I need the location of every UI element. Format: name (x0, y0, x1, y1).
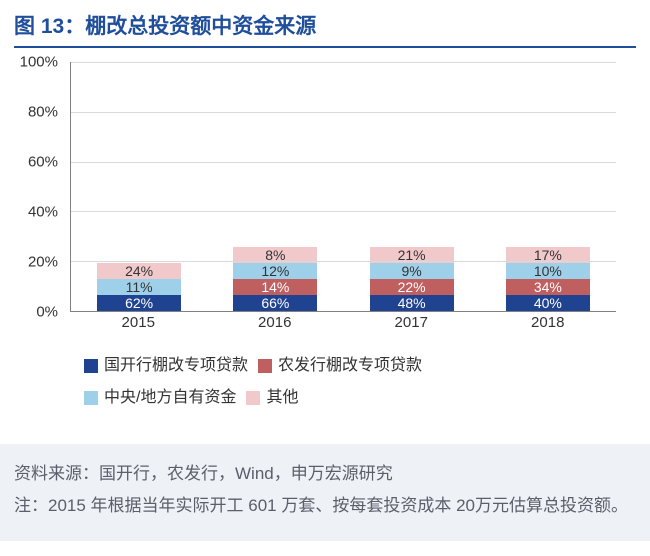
x-tick-label: 2015 (78, 314, 198, 336)
title-row: 图 13：棚改总投资额中资金来源 (14, 10, 636, 48)
y-tick-label: 60% (28, 154, 58, 171)
segment-value-label: 12% (261, 263, 289, 279)
segment-value-label: 66% (261, 295, 289, 311)
legend-item: 其他 (246, 382, 298, 414)
legend-item: 中央/地方自有资金 (84, 382, 236, 414)
segment-value-label: 48% (398, 295, 426, 311)
bar-segment: 22% (370, 279, 454, 295)
legend-item: 国开行棚改专项贷款 (84, 350, 248, 382)
segment-value-label: 62% (125, 295, 153, 311)
segment-value-label: 24% (125, 263, 153, 279)
figure-title: 图 13：棚改总投资额中资金来源 (14, 10, 636, 40)
segment-value-label: 34% (534, 279, 562, 295)
bar-segment: 24% (97, 263, 181, 279)
y-tick-label: 80% (28, 104, 58, 121)
grid-line (71, 211, 616, 212)
y-axis: 0%20%40%60%80%100% (14, 62, 64, 312)
segment-value-label: 14% (261, 279, 289, 295)
grid-line (71, 112, 616, 113)
bar-column: 66%14%12%8% (215, 62, 335, 311)
plot-area: 62%2%11%24%66%14%12%8%48%22%9%21%40%34%1… (70, 62, 616, 312)
legend-swatch (246, 391, 260, 405)
grid-line (71, 261, 616, 262)
segment-value-label: 22% (398, 279, 426, 295)
legend-label: 中央/地方自有资金 (104, 382, 236, 414)
figure-container: 图 13：棚改总投资额中资金来源 0%20%40%60%80%100% 62%2… (0, 0, 650, 424)
segment-value-label: 11% (126, 279, 153, 295)
grid-line (71, 162, 616, 163)
bar-segment: 9% (370, 263, 454, 279)
legend-item: 农发行棚改专项贷款 (258, 350, 422, 382)
bar-segment: 48% (370, 295, 454, 311)
legend-swatch (258, 359, 272, 373)
chart-area: 0%20%40%60%80%100% 62%2%11%24%66%14%12%8… (70, 62, 616, 332)
legend: 国开行棚改专项贷款农发行棚改专项贷款中央/地方自有资金其他 (84, 350, 616, 414)
y-tick-label: 0% (36, 304, 58, 321)
segment-value-label: 40% (534, 295, 562, 311)
x-tick-label: 2018 (488, 314, 608, 336)
legend-swatch (84, 359, 98, 373)
bar-segment: 14% (233, 279, 317, 295)
bar-column: 48%22%9%21% (352, 62, 472, 311)
bar-column: 40%34%10%17% (488, 62, 608, 311)
segment-value-label: 9% (402, 263, 422, 279)
source-line: 资料来源：国开行，农发行，Wind，申万宏源研究 (14, 458, 636, 490)
y-tick-label: 100% (20, 54, 58, 71)
x-axis-labels: 2015 2016 2017 2018 (70, 314, 616, 336)
bar-segment: 12% (233, 263, 317, 279)
legend-label: 国开行棚改专项贷款 (104, 350, 248, 382)
bar-segment: 34% (506, 279, 590, 295)
legend-label: 其他 (266, 382, 298, 414)
stacked-bar: 62%2%11%24% (97, 263, 181, 311)
stacked-bar: 40%34%10%17% (506, 247, 590, 311)
legend-label: 农发行棚改专项贷款 (278, 350, 422, 382)
bar-segment: 11% (97, 279, 181, 295)
y-tick-label: 40% (28, 204, 58, 221)
bar-segment: 66% (233, 295, 317, 311)
segment-value-label: 10% (534, 263, 562, 279)
figure-footer: 资料来源：国开行，农发行，Wind，申万宏源研究 注：2015 年根据当年实际开… (0, 444, 650, 541)
note-line: 注：2015 年根据当年实际开工 601 万套、按每套投资成本 20万元估算总投… (14, 490, 636, 522)
x-tick-label: 2017 (351, 314, 471, 336)
bar-segment: 62% (97, 295, 181, 311)
grid-line (71, 62, 616, 63)
bar-column: 62%2%11%24% (79, 62, 199, 311)
y-tick-label: 20% (28, 254, 58, 271)
bar-segment: 40% (506, 295, 590, 311)
stacked-bar: 66%14%12%8% (233, 247, 317, 311)
legend-swatch (84, 391, 98, 405)
x-tick-label: 2016 (215, 314, 335, 336)
stacked-bar: 48%22%9%21% (370, 247, 454, 311)
bar-segment: 10% (506, 263, 590, 279)
bars-region: 62%2%11%24%66%14%12%8%48%22%9%21%40%34%1… (71, 62, 616, 311)
